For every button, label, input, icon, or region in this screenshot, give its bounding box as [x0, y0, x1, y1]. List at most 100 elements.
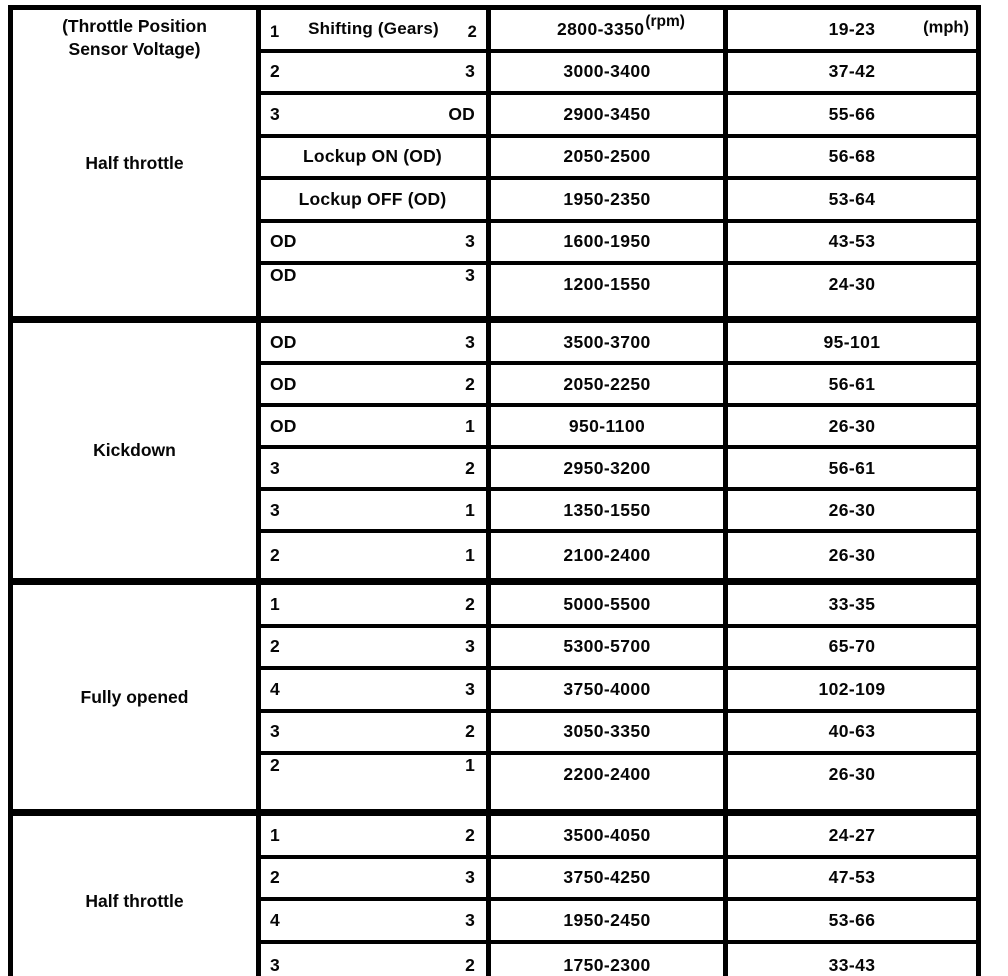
gear-to: 2	[465, 954, 475, 975]
rpm-cell: 2900-3450	[491, 95, 728, 138]
gear-to: 1	[465, 755, 475, 775]
mph-cell: 95-101	[728, 323, 976, 365]
rpm-header-cell: 2800-3350 (rpm)	[491, 10, 728, 53]
gear-from: 2	[270, 867, 280, 888]
rpm-cell: 5000-5500	[491, 585, 728, 628]
shift-point-table: (Throttle Position Sensor Voltage) Half …	[8, 5, 981, 976]
mph-cell: 26-30	[728, 491, 976, 533]
gear-from: 2	[270, 636, 280, 657]
mph-cell: 26-30	[828, 764, 876, 784]
section-label-cell: Fully opened	[13, 585, 261, 809]
gear-to: 1	[465, 499, 475, 520]
gear-shift-cell: OD 3	[261, 323, 491, 365]
gear-shift-cell: 3 OD	[261, 95, 491, 138]
mph-cell: 24-30	[828, 274, 876, 294]
gear-from: OD	[270, 265, 297, 285]
rpm-cell: 1950-2450	[491, 901, 728, 944]
gear-shift-cell: OD 3	[261, 222, 491, 265]
gear-shift-header-cell: 1 Shifting (Gears) 2	[261, 10, 491, 53]
rpm-cell: 1950-2350	[491, 180, 728, 223]
rpm-cell: 3500-3700	[491, 323, 728, 365]
gear-to: 3	[465, 867, 475, 888]
gear-to: 2	[465, 721, 475, 742]
section-half-throttle-lower: Half throttle 1 2 3500-4050 24-27 2 3 37…	[13, 816, 976, 976]
gear-from: 1	[270, 22, 280, 41]
mph-cell: 47-53	[728, 859, 976, 901]
rpm-cell: 3750-4250	[491, 858, 728, 901]
lockup-cell: Lockup OFF (OD)	[261, 180, 491, 223]
rpm-cell: 3000-3400	[491, 52, 728, 95]
gear-to: 3	[465, 636, 475, 657]
tps-voltage-title: (Throttle Position Sensor Voltage)	[62, 16, 207, 59]
gear-from: 4	[270, 678, 280, 699]
gear-to: 3	[465, 61, 475, 82]
gear-shift-cell: 2 1	[261, 755, 491, 809]
section-half-throttle-upper: (Throttle Position Sensor Voltage) Half …	[13, 10, 976, 323]
gear-from: OD	[270, 415, 297, 436]
gear-shift-cell: OD 2	[261, 365, 491, 407]
mph-cell: 26-30	[828, 545, 876, 565]
gear-to: OD	[448, 103, 475, 124]
gear-shift-cell: OD 1	[261, 407, 491, 449]
gear-shift-cell: 3 2	[261, 943, 491, 976]
throttle-condition-label: Half throttle	[85, 152, 184, 173]
rpm-cell: 5300-5700	[491, 627, 728, 670]
mph-cell: 43-53	[728, 223, 976, 265]
gear-to: 2	[465, 373, 475, 394]
section-fully-opened: Fully opened 1 2 5000-5500 33-35 2 3 530…	[13, 585, 976, 816]
rpm-cell: 2950-3200	[491, 449, 728, 491]
rpm-cell: 2050-2250	[491, 365, 728, 407]
gear-from: 3	[270, 721, 280, 742]
mph-cell: 102-109	[728, 670, 976, 713]
mph-cell: 37-42	[728, 53, 976, 95]
gear-from: 2	[270, 755, 280, 775]
rpm-cell: 1600-1950	[491, 222, 728, 265]
gear-shift-cell: 2 3	[261, 627, 491, 670]
mph-cell: 65-70	[728, 628, 976, 670]
rpm-cell: 3750-4000	[491, 670, 728, 713]
mph-cell: 56-61	[728, 449, 976, 491]
rpm-cell: 2050-2500	[491, 137, 728, 180]
gear-to: 3	[465, 331, 475, 352]
mph-cell: 53-66	[728, 901, 976, 944]
section-label-cell: (Throttle Position Sensor Voltage) Half …	[13, 10, 261, 316]
gear-to: 3	[465, 265, 475, 285]
gear-shift-cell: 2 3	[261, 858, 491, 901]
gear-shift-cell: 1 2	[261, 585, 491, 628]
gear-to: 2	[467, 22, 477, 41]
gear-shift-cell: 3 1	[261, 491, 491, 533]
shifting-gears-title: Shifting (Gears)	[308, 19, 439, 39]
rpm-value: 2800-3350	[557, 18, 645, 39]
lockup-cell: Lockup ON (OD)	[261, 137, 491, 180]
gear-from: 4	[270, 909, 280, 930]
section-label-cell: Half throttle	[13, 816, 261, 976]
gear-from: 3	[270, 954, 280, 975]
gear-from: 2	[270, 61, 280, 82]
mph-cell: 40-63	[728, 713, 976, 755]
gear-to: 1	[465, 545, 475, 565]
rpm-cell: 2200-2400	[491, 755, 728, 809]
gear-to: 3	[465, 678, 475, 699]
gear-to: 1	[465, 415, 475, 436]
mph-header-cell: 19-23 (mph)	[728, 10, 976, 53]
section-kickdown: Kickdown OD 3 3500-3700 95-101 OD 2 2050…	[13, 323, 976, 585]
gear-shift-cell: 2 3	[261, 52, 491, 95]
gear-to: 2	[465, 593, 475, 614]
gear-to: 2	[465, 457, 475, 478]
rpm-cell: 3500-4050	[491, 816, 728, 859]
rpm-unit: (rpm)	[645, 13, 685, 31]
gear-to: 3	[465, 231, 475, 252]
throttle-condition-label: Kickdown	[93, 440, 176, 460]
mph-cell: 56-68	[728, 138, 976, 180]
gear-from: 3	[270, 499, 280, 520]
gear-shift-cell: 4 3	[261, 901, 491, 944]
mph-cell: 56-61	[728, 365, 976, 407]
gear-shift-cell: OD 3	[261, 265, 491, 316]
gear-from: 2	[270, 545, 280, 565]
mph-cell: 55-66	[728, 95, 976, 138]
gear-shift-cell: 3 2	[261, 712, 491, 755]
gear-shift-cell: 3 2	[261, 449, 491, 491]
mph-cell: 24-27	[728, 816, 976, 859]
gear-shift-cell: 2 1	[261, 533, 491, 578]
